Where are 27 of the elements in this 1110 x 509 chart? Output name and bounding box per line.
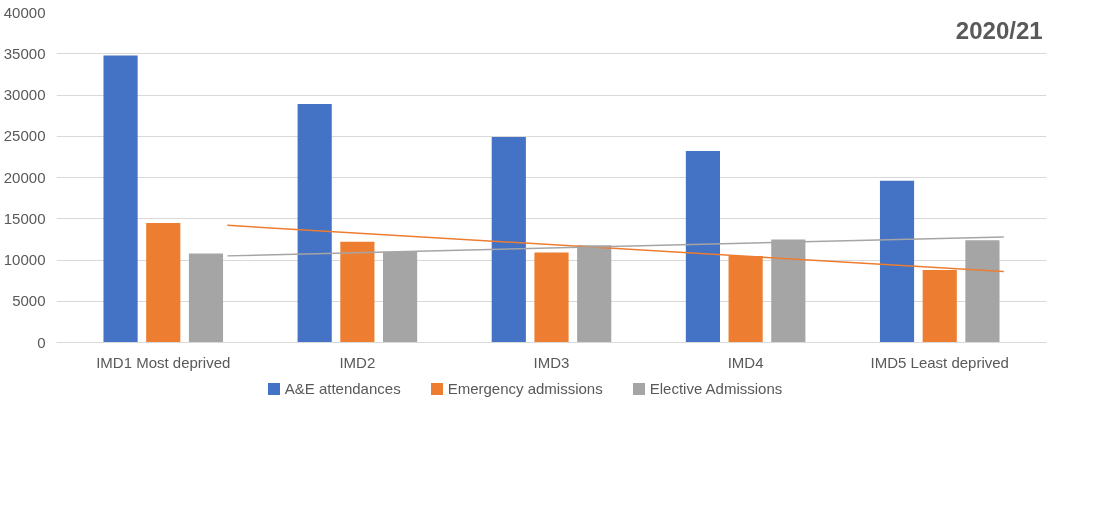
legend-label: Elective Admissions	[649, 380, 783, 397]
legend-label: A&E attendances	[284, 380, 401, 397]
legend-label: Emergency admissions	[447, 380, 603, 397]
x-tick-label: IMD4	[727, 353, 764, 371]
bar	[879, 180, 915, 343]
y-tick-label: 5000	[12, 292, 46, 310]
annotation: 2020/21	[955, 16, 1043, 44]
x-tick-label: IMD2	[339, 353, 376, 371]
y-tick-label: 15000	[3, 209, 46, 227]
bar	[297, 104, 332, 343]
bar	[534, 252, 569, 343]
y-tick-label: 35000	[3, 44, 46, 62]
bar	[188, 253, 224, 343]
y-tick-label: 40000	[3, 3, 46, 21]
bar	[340, 241, 375, 343]
bar	[685, 151, 720, 343]
y-tick-label: 0	[37, 333, 46, 351]
y-tick-label: 10000	[3, 251, 46, 268]
y-tick-label: 20000	[3, 168, 46, 186]
x-tick-label: IMD3	[533, 353, 570, 371]
y-tick-label: 30000	[3, 86, 46, 103]
y-tick-label: 25000	[3, 127, 46, 145]
bar	[146, 222, 181, 343]
x-tick-label: IMD1 Most deprived	[96, 353, 231, 371]
bar	[491, 137, 526, 343]
bar	[103, 55, 138, 343]
x-tick-label: IMD5 Least deprived	[870, 353, 1009, 371]
